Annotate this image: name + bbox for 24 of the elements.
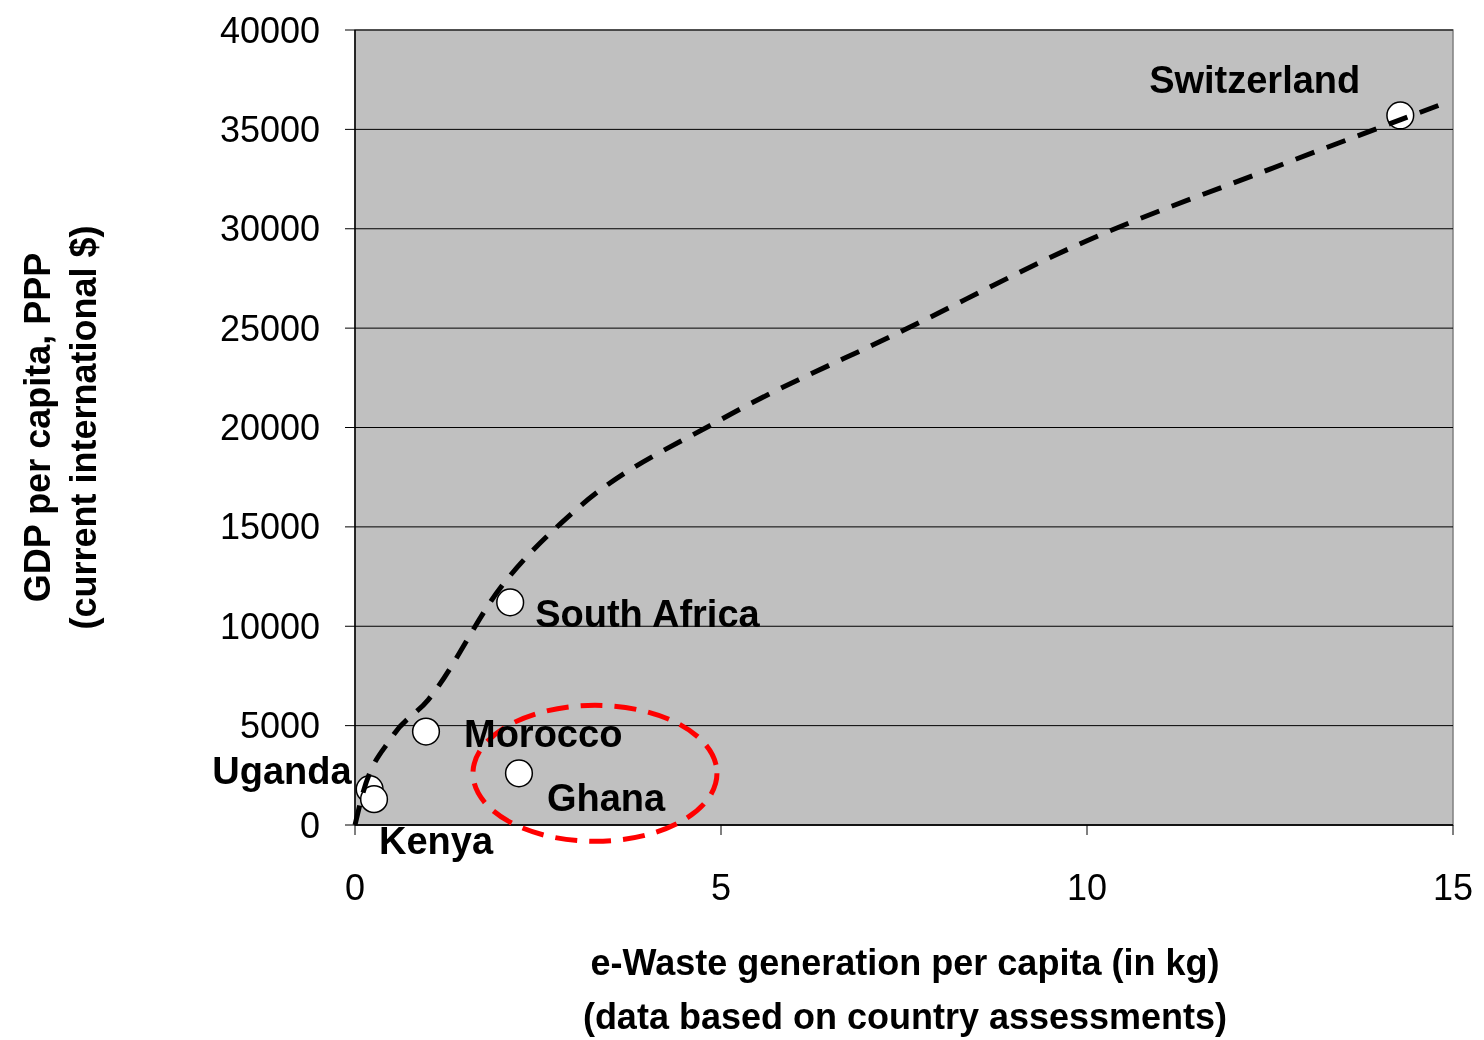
- annotation: Uganda: [212, 750, 353, 793]
- y-tick-label: 10000: [219, 605, 320, 647]
- annotation: South Africa: [535, 593, 761, 636]
- y-tick-label: 40000: [219, 9, 320, 51]
- x-tick-label: 15: [1432, 867, 1474, 908]
- y-tick-label: 25000: [219, 307, 320, 349]
- y-tick-label: 15000: [219, 506, 320, 548]
- annotation: Switzerland: [1149, 59, 1361, 102]
- x-tick-label: 5: [710, 867, 732, 908]
- point: [359, 785, 389, 814]
- y-tick-label: 20000: [219, 407, 320, 449]
- y-tick-label: 35000: [219, 108, 320, 150]
- y-tick-label: 0: [299, 804, 320, 846]
- annotation: Ghana: [546, 777, 667, 820]
- x-tick-label: 10: [1066, 867, 1108, 908]
- point: [411, 717, 441, 746]
- y-axis-title: GDP per capita, PPP (current international $): [17, 225, 104, 630]
- annotation: Kenya: [379, 820, 494, 863]
- x-tick-label: 0: [344, 867, 366, 908]
- point: [496, 588, 525, 617]
- y-tick-label: 5000: [239, 705, 320, 747]
- x-axis-title: e-Waste generation per capita (in kg) (data based on country assessments): [582, 942, 1228, 1037]
- point: [504, 759, 534, 788]
- y-tick-label: 30000: [219, 208, 320, 250]
